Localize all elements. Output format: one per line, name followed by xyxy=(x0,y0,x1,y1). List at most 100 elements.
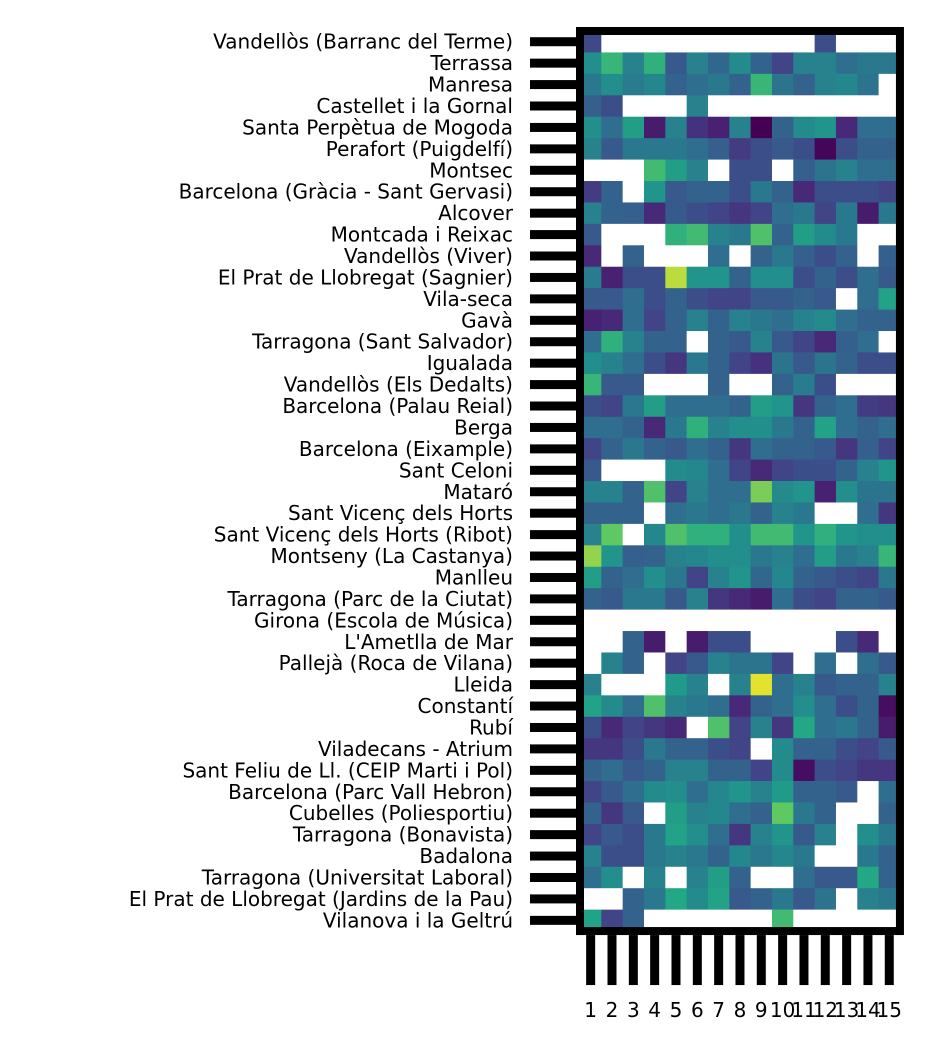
heatmap-cell xyxy=(643,781,666,803)
heatmap-cell xyxy=(750,331,773,353)
heatmap-cell xyxy=(665,481,688,503)
y-tick xyxy=(530,851,580,861)
heatmap-cell xyxy=(580,588,602,611)
heatmap-cell xyxy=(729,781,752,803)
heatmap-cell xyxy=(857,352,880,375)
heatmap-cell xyxy=(857,609,880,632)
heatmap-cell xyxy=(878,373,901,396)
heatmap-cell xyxy=(580,631,602,653)
heatmap-cell xyxy=(580,523,602,546)
heatmap-cell xyxy=(750,309,773,332)
heatmap-cell xyxy=(835,609,858,632)
heatmap-cell xyxy=(814,866,837,889)
heatmap-cell xyxy=(771,95,794,118)
heatmap-cell xyxy=(686,802,709,825)
heatmap-cell xyxy=(707,781,730,803)
heatmap-cell xyxy=(793,95,816,118)
heatmap-cell xyxy=(878,438,901,460)
heatmap-cell xyxy=(707,545,730,568)
heatmap-cell xyxy=(771,223,794,246)
heatmap-cell xyxy=(771,52,794,75)
heatmap-cell xyxy=(878,331,901,353)
heatmap-cell xyxy=(878,652,901,675)
heatmap-cell xyxy=(793,502,816,525)
heatmap-cell xyxy=(729,331,752,353)
heatmap-cell xyxy=(793,373,816,396)
heatmap-cell xyxy=(814,159,837,182)
heatmap-cell xyxy=(643,502,666,525)
heatmap-cell xyxy=(643,545,666,568)
heatmap-cell xyxy=(793,159,816,182)
heatmap-cell xyxy=(580,909,602,932)
heatmap-cell xyxy=(622,823,645,846)
heatmap-cell xyxy=(643,352,666,375)
y-tick-label: Montseny (La Castanya) xyxy=(271,544,513,568)
heatmap-cell xyxy=(771,695,794,718)
heatmap-cell xyxy=(793,459,816,482)
heatmap-cell xyxy=(793,52,816,75)
heatmap-cell xyxy=(771,888,794,911)
heatmap-cell xyxy=(878,845,901,868)
heatmap-cell xyxy=(835,438,858,460)
heatmap-cell xyxy=(878,202,901,225)
heatmap-cell xyxy=(857,716,880,739)
heatmap-cell xyxy=(857,245,880,268)
heatmap-cell xyxy=(601,266,624,289)
heatmap-cell xyxy=(793,802,816,825)
heatmap-cell xyxy=(665,95,688,118)
y-tick xyxy=(530,572,580,582)
heatmap-cell xyxy=(707,159,730,182)
heatmap-cell xyxy=(835,181,858,203)
heatmap-cell xyxy=(601,438,624,460)
heatmap-cell xyxy=(686,738,709,761)
y-tick xyxy=(530,315,580,325)
heatmap-cell xyxy=(580,759,602,782)
x-tick-label: 5 xyxy=(670,998,683,1022)
heatmap-cell xyxy=(686,609,709,632)
heatmap-cell xyxy=(622,138,645,160)
y-tick xyxy=(530,251,580,261)
heatmap-cell xyxy=(686,845,709,868)
heatmap-cell xyxy=(771,438,794,460)
heatmap-cell xyxy=(814,502,837,525)
heatmap-cell xyxy=(643,181,666,203)
heatmap-cell xyxy=(750,373,773,396)
heatmap-cell xyxy=(707,673,730,696)
heatmap-cell xyxy=(580,116,602,139)
heatmap-cell xyxy=(601,716,624,739)
heatmap-cell xyxy=(835,245,858,268)
heatmap-cell xyxy=(729,395,752,418)
heatmap-cell xyxy=(643,695,666,718)
heatmap-cell xyxy=(686,352,709,375)
heatmap-cell xyxy=(601,866,624,889)
heatmap-cell xyxy=(750,781,773,803)
heatmap-cell xyxy=(750,138,773,160)
heatmap-cell xyxy=(835,888,858,911)
heatmap-cell xyxy=(750,716,773,739)
heatmap-cell xyxy=(707,309,730,332)
heatmap-cell xyxy=(707,223,730,246)
heatmap-cell xyxy=(750,481,773,503)
heatmap-cell xyxy=(729,31,752,53)
heatmap-cell xyxy=(878,73,901,96)
heatmap-cell xyxy=(835,588,858,611)
heatmap-cell xyxy=(686,481,709,503)
y-tick-label: Cubelles (Poliesportiu) xyxy=(289,801,513,825)
heatmap-cell xyxy=(601,673,624,696)
heatmap-cell xyxy=(729,245,752,268)
heatmap-cell xyxy=(643,523,666,546)
x-tick-label: 4 xyxy=(648,998,661,1022)
heatmap-cell xyxy=(686,502,709,525)
x-tick-label: 11 xyxy=(791,998,816,1022)
heatmap-cell xyxy=(835,202,858,225)
heatmap-cell xyxy=(814,73,837,96)
heatmap-cell xyxy=(793,73,816,96)
heatmap-cell xyxy=(643,395,666,418)
heatmap-cell xyxy=(707,631,730,653)
heatmap-cell xyxy=(835,95,858,118)
heatmap-cell xyxy=(857,416,880,439)
heatmap-cell xyxy=(580,309,602,332)
heatmap-cell xyxy=(771,759,794,782)
y-tick-label: Mataró xyxy=(443,480,513,504)
